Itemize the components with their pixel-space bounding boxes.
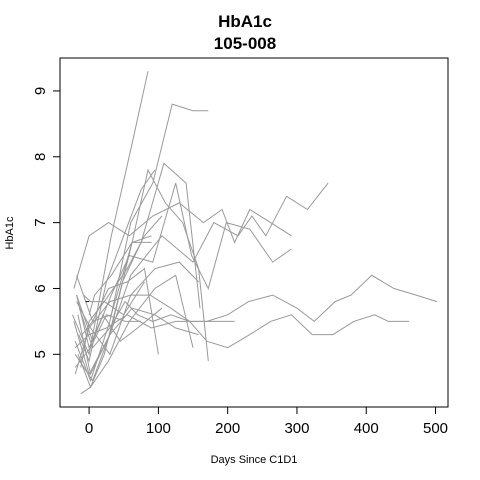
- series-line-12: [81, 267, 159, 355]
- series-line-9: [78, 274, 438, 349]
- y-axis: 5 6 7 8 9: [32, 87, 60, 358]
- y-tick-label: 7: [32, 218, 49, 226]
- x-tick-label: 500: [423, 420, 448, 437]
- x-tick-label: 300: [284, 420, 309, 437]
- series-line-14: [73, 307, 199, 376]
- series-line-2: [74, 103, 209, 383]
- series-line-11: [76, 261, 199, 356]
- plot-lines: [72, 71, 438, 395]
- series-line-5: [76, 182, 292, 343]
- plot-frame: [59, 57, 449, 408]
- series-line-21: [74, 314, 142, 368]
- x-axis: 0 100 200 300 400 500: [85, 407, 448, 437]
- series-line-20: [88, 241, 152, 315]
- y-tick-label: 6: [32, 284, 49, 292]
- series-line-6: [74, 168, 209, 382]
- chart-title: HbA1c: [218, 12, 272, 31]
- y-tick-label: 8: [32, 153, 49, 161]
- x-tick-label: 200: [215, 420, 240, 437]
- y-axis-label: HbA1c: [4, 216, 16, 250]
- series-line-10: [74, 294, 410, 375]
- x-tick-label: 0: [85, 420, 93, 437]
- chart-subtitle: 105-008: [214, 34, 276, 53]
- y-tick-label: 5: [32, 350, 49, 358]
- series-line-7: [80, 162, 201, 395]
- x-tick-label: 100: [146, 420, 171, 437]
- y-tick-label: 9: [32, 87, 49, 95]
- series-line-17: [76, 294, 163, 350]
- x-tick-label: 400: [354, 420, 379, 437]
- series-line-8: [78, 169, 156, 363]
- series-line-19: [83, 215, 163, 303]
- x-axis-label: Days Since C1D1: [211, 454, 298, 466]
- series-line-4: [73, 202, 292, 289]
- series-line-15: [76, 235, 152, 323]
